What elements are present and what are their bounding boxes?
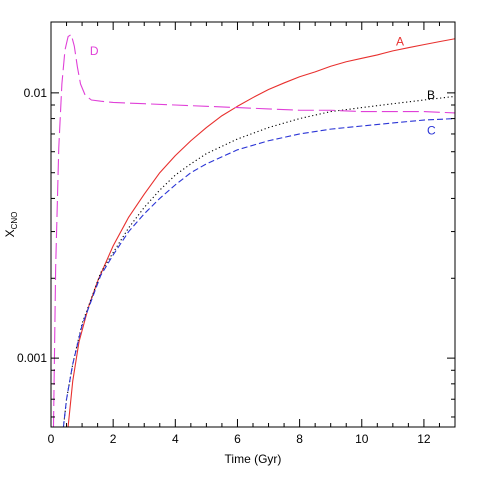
x-tick-label: 6 [234, 432, 241, 446]
y-tick-label: 0.001 [17, 351, 47, 365]
axis-ticks [50, 22, 456, 427]
series-line-c [62, 118, 455, 427]
series-label-d: D [90, 44, 99, 58]
y-tick-label: 0.01 [24, 86, 48, 100]
x-tick-label: 12 [417, 432, 431, 446]
x-tick-label: 8 [296, 432, 303, 446]
x-tick-label: 4 [172, 432, 179, 446]
y-axis-label-main: X [3, 229, 17, 237]
series-line-a [67, 38, 455, 427]
plot-area [52, 33, 455, 427]
series-label-a: A [396, 35, 404, 49]
y-axis-label-sub: CNO [10, 212, 19, 230]
series-line-b [62, 95, 455, 427]
x-tick-label: 0 [48, 432, 55, 446]
series-line-d [52, 33, 455, 427]
x-tick-label: 10 [355, 432, 369, 446]
plot-frame [50, 21, 456, 428]
x-tick-label: 2 [110, 432, 117, 446]
x-axis-label: Time (Gyr) [225, 452, 282, 466]
series-label-b: B [427, 88, 435, 102]
series-label-c: C [427, 124, 436, 138]
y-axis-label: XCNO [3, 212, 19, 238]
